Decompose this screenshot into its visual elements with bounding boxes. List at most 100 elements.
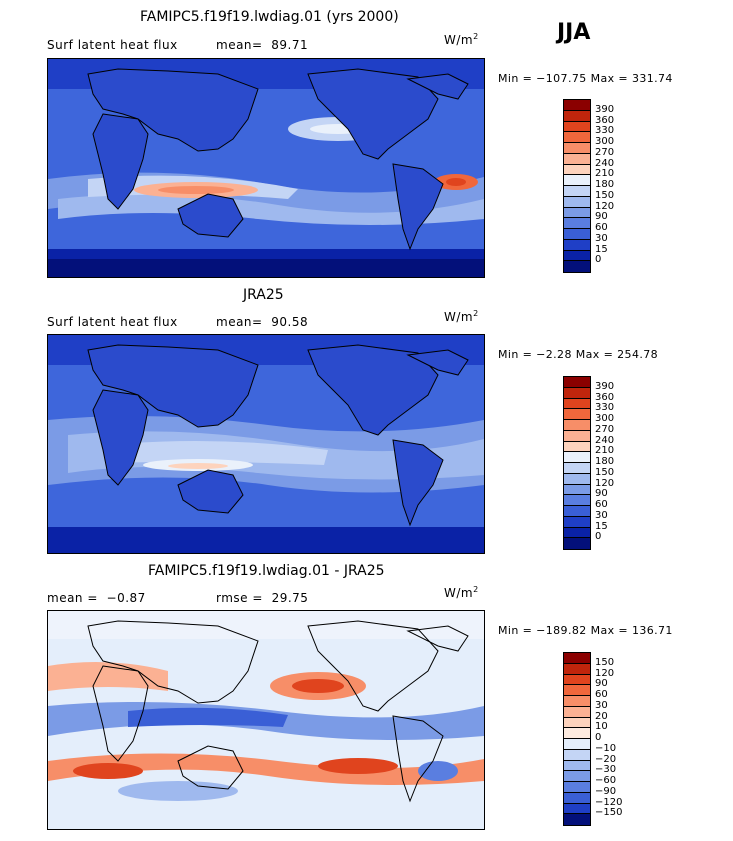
colorbar-swatch — [564, 739, 590, 750]
colorbar-tick-label: 15 — [595, 520, 608, 532]
panel3-max-value: 136.71 — [631, 624, 673, 637]
colorbar-swatch — [564, 463, 590, 474]
panel1-max-label: Max = — [590, 72, 629, 85]
panel1-min-value: −107.75 — [536, 72, 587, 85]
colorbar-tick-label: 30 — [595, 699, 608, 711]
colorbar-swatch — [564, 186, 590, 197]
colorbar-tick-label: 270 — [595, 146, 615, 158]
colorbar-swatch — [564, 771, 590, 782]
colorbar-tick-label: 150 — [595, 656, 615, 668]
colorbar-swatch — [564, 196, 590, 208]
panel2-mean: mean= 90.58 — [216, 315, 308, 329]
colorbar-swatch — [564, 706, 590, 718]
colorbar-swatch — [564, 653, 590, 664]
colorbar-tick-label: 120 — [595, 477, 615, 489]
colorbar-swatch — [564, 441, 590, 453]
colorbar-swatch — [564, 110, 590, 122]
panel2-variable: Surf latent heat flux — [47, 315, 178, 329]
colorbar-swatch — [564, 685, 590, 696]
colorbar-swatch — [564, 420, 590, 431]
season-label: JJA — [557, 20, 591, 45]
colorbar-swatch — [564, 409, 590, 420]
panel1-colorbar — [563, 99, 591, 273]
panel3-mean-value: −0.87 — [106, 591, 146, 605]
panel1-minmax: Min = −107.75 Max = 331.74 — [498, 72, 673, 85]
colorbar-swatch — [564, 207, 590, 219]
panel1-title: FAMIPC5.f19f19.lwdiag.01 (yrs 2000) — [140, 9, 399, 25]
colorbar-swatch — [564, 696, 590, 707]
colorbar-tick-label: 360 — [595, 391, 615, 403]
colorbar-tick-label: 150 — [595, 189, 615, 201]
panel3-rmse: rmse = 29.75 — [216, 591, 308, 605]
panel2-max-label: Max = — [575, 348, 614, 361]
colorbar-swatch — [564, 473, 590, 485]
colorbar-tick-label: 360 — [595, 114, 615, 126]
colorbar-swatch — [564, 261, 590, 272]
panel1-map-svg — [48, 59, 484, 277]
panel1-max-value: 331.74 — [631, 72, 673, 85]
colorbar-tick-label: 180 — [595, 456, 615, 467]
colorbar-tick-label: −10 — [595, 742, 617, 754]
panel3-units: W/m2 — [444, 585, 479, 600]
colorbar-tick-label: 240 — [595, 157, 615, 169]
panel1-units-exp: 2 — [473, 32, 479, 41]
colorbar-swatch — [564, 153, 590, 165]
colorbar-swatch — [564, 792, 590, 804]
panel3-mean-label: mean = — [47, 591, 98, 605]
panel2-colorbar — [563, 376, 591, 550]
panel2-map — [47, 334, 485, 554]
colorbar-swatch — [564, 100, 590, 111]
colorbar-swatch — [564, 430, 590, 442]
colorbar-tick-label: 240 — [595, 434, 615, 446]
panel3-min-value: −189.82 — [536, 624, 587, 637]
colorbar-tick-label: 30 — [595, 509, 608, 521]
colorbar-tick-label: 60 — [595, 689, 608, 700]
colorbar-swatch — [564, 121, 590, 133]
panel2-units: W/m2 — [444, 309, 479, 324]
colorbar-tick-label: 0 — [595, 254, 602, 266]
colorbar-swatch — [564, 484, 590, 496]
colorbar-tick-label: 270 — [595, 423, 615, 435]
colorbar-tick-label: 90 — [595, 678, 608, 690]
colorbar-swatch — [564, 132, 590, 143]
panel3-map — [47, 610, 485, 830]
colorbar-swatch — [564, 218, 590, 229]
colorbar-tick-label: 90 — [595, 488, 608, 500]
colorbar-swatch — [564, 387, 590, 399]
colorbar-swatch — [564, 538, 590, 549]
panel1-units-base: W/m — [444, 33, 474, 47]
panel2-mean-label: mean= — [216, 315, 263, 329]
panel3-colorbar — [563, 652, 591, 826]
colorbar-swatch — [564, 663, 590, 675]
colorbar-swatch — [564, 175, 590, 186]
colorbar-tick-label: 0 — [595, 732, 602, 743]
colorbar-tick-label: −30 — [595, 764, 617, 776]
colorbar-tick-label: 150 — [595, 466, 615, 478]
panel2-min-label: Min = — [498, 348, 533, 361]
panel3-min-label: Min = — [498, 624, 533, 637]
panel2-min-value: −2.28 — [536, 348, 572, 361]
colorbar-swatch — [564, 250, 590, 262]
panel1-units: W/m2 — [444, 32, 479, 47]
colorbar-swatch — [564, 814, 590, 825]
colorbar-swatch — [564, 803, 590, 815]
colorbar-swatch — [564, 760, 590, 772]
colorbar-swatch — [564, 749, 590, 761]
colorbar-swatch — [564, 674, 590, 686]
panel3-rmse-value: 29.75 — [271, 591, 309, 605]
panel3-rmse-label: rmse = — [216, 591, 263, 605]
colorbar-tick-label: 120 — [595, 667, 615, 679]
panel2-minmax: Min = −2.28 Max = 254.78 — [498, 348, 658, 361]
colorbar-tick-label: 300 — [595, 136, 615, 147]
colorbar-tick-label: 120 — [595, 200, 615, 212]
colorbar-tick-label: 300 — [595, 413, 615, 424]
colorbar-swatch — [564, 717, 590, 729]
panel3-max-label: Max = — [590, 624, 629, 637]
colorbar-tick-label: 10 — [595, 721, 608, 733]
colorbar-swatch — [564, 495, 590, 506]
colorbar-swatch — [564, 516, 590, 528]
colorbar-tick-label: 330 — [595, 402, 615, 414]
colorbar-swatch — [564, 452, 590, 463]
colorbar-swatch — [564, 229, 590, 240]
panel1-mean: mean= 89.71 — [216, 38, 308, 52]
